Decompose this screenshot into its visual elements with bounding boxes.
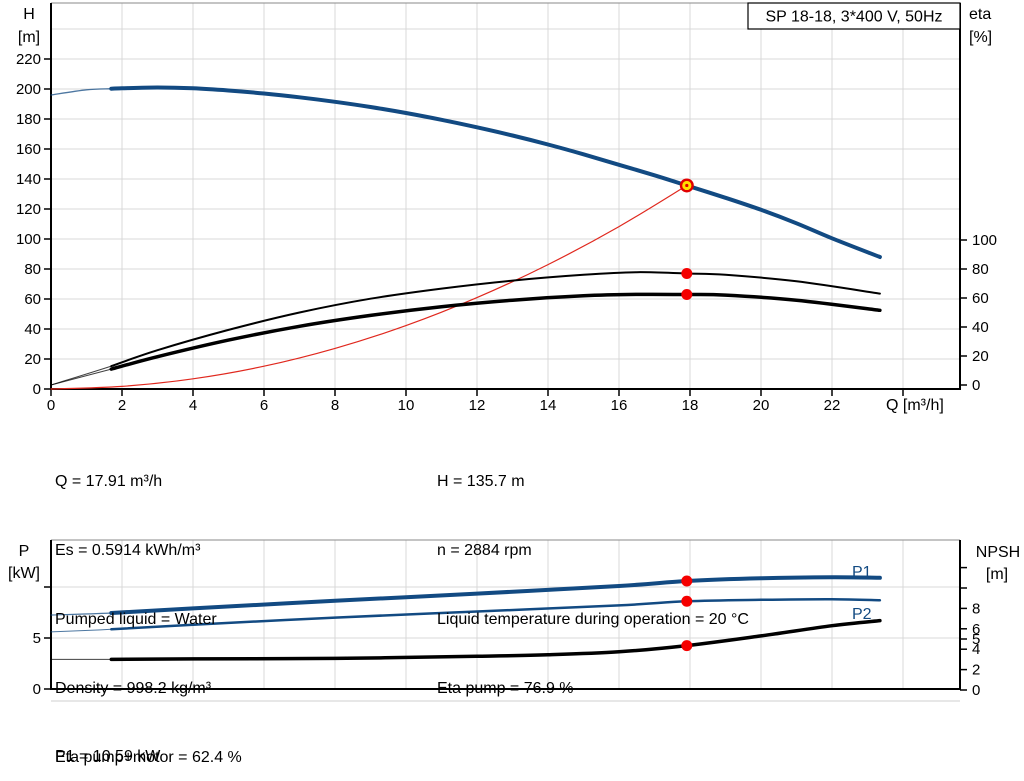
- head-curve-lead: [50, 86, 881, 258]
- pump-model-badge: SP 18-18, 3*400 V, 50Hz: [765, 9, 942, 26]
- npsh-point: [681, 640, 693, 652]
- left-axis-title-line1: P: [19, 543, 30, 560]
- right-tick-label: 20: [972, 348, 989, 365]
- x-tick-label: 14: [540, 397, 557, 414]
- pump-model-badge-box: [747, 2, 961, 30]
- eta-pump-curve: [110, 271, 881, 368]
- x-tick-label: 2: [118, 397, 126, 414]
- right-tick-label: 0: [972, 377, 980, 394]
- x-tick-label: 10: [398, 397, 415, 414]
- left-tick-label: 0: [33, 381, 41, 398]
- left-tick-label: 160: [16, 141, 41, 158]
- right-tick-label: 0: [972, 682, 980, 699]
- p2-curve: [110, 597, 882, 631]
- right-tick-label: 2: [972, 662, 980, 679]
- left-axis-title-line1: H: [23, 6, 35, 23]
- x-tick-label: 12: [469, 397, 486, 414]
- x-tick-label: 22: [824, 397, 841, 414]
- right-axis-title-line1: eta: [969, 6, 991, 23]
- info-line-es: Es = 0.5914 kWh/m³: [55, 542, 201, 559]
- left-tick-label: 220: [16, 51, 41, 68]
- eta-pump-point: [681, 267, 693, 279]
- p1-point: [681, 575, 693, 587]
- left-tick-label: 200: [16, 81, 41, 98]
- info-line-rpm: n = 2884 rpm: [437, 542, 532, 559]
- right-tick-label: 4: [972, 641, 980, 658]
- left-axis-title-line2: [m]: [18, 29, 40, 46]
- right-axis-title-line1: NPSH: [976, 544, 1020, 561]
- right-axis-title-line2: [m]: [986, 566, 1008, 583]
- npsh-curve: [109, 618, 882, 662]
- eta-pump-motor-point: [681, 289, 693, 301]
- info-line-temp: Liquid temperature during operation = 20…: [437, 611, 749, 628]
- info-line-h: H = 135.7 m: [437, 473, 525, 490]
- x-tick-label: 0: [47, 397, 55, 414]
- right-tick-label: 5: [972, 631, 980, 648]
- x-tick-label: 16: [611, 397, 628, 414]
- info-line-density: Density = 998.2 kg/m³: [55, 680, 212, 697]
- right-tick-label: 60: [972, 290, 989, 307]
- right-tick-label: 100: [972, 232, 997, 249]
- x-axis-title: Q [m³/h]: [886, 397, 944, 414]
- x-tick-label: 18: [682, 397, 699, 414]
- p1-curve: [109, 575, 882, 615]
- info-line-q: Q = 17.91 m³/h: [55, 473, 163, 490]
- curve-label-p1: P1: [852, 564, 872, 581]
- right-tick-label: 40: [972, 319, 989, 336]
- eta-pump-motor-curve: [109, 292, 882, 371]
- left-tick-label: 120: [16, 201, 41, 218]
- info-line-eta-total: Eta pump+motor = 62.4 %: [55, 749, 242, 766]
- x-tick-label: 6: [260, 397, 268, 414]
- info-line-eta-pump: Eta pump = 76.9 %: [437, 680, 574, 697]
- left-tick-label: 20: [24, 351, 41, 368]
- operating-point-info-left: Q = 17.91 m³/h Es = 0.5914 kWh/m³ Pumped…: [55, 424, 242, 781]
- x-tick-label: 8: [331, 397, 339, 414]
- power-npsh-info: P1 = 10.59 kW P2 = 8.6 kW NPSH = 4.35 m: [55, 699, 167, 781]
- left-tick-label: 0: [33, 681, 41, 698]
- right-tick-label: 6: [972, 621, 980, 638]
- left-tick-label: 100: [16, 231, 41, 248]
- right-tick-label: 8: [972, 600, 980, 617]
- duty-curve: [50, 184, 688, 390]
- operating-point-info-right: H = 135.7 m n = 2884 rpm Liquid temperat…: [437, 424, 749, 746]
- x-tick-label: 20: [753, 397, 770, 414]
- left-tick-label: 140: [16, 171, 41, 188]
- info-line-liquid: Pumped liquid = Water: [55, 611, 217, 628]
- right-axis-title-line2: [%]: [969, 29, 992, 46]
- curve-label-p2: P2: [852, 606, 872, 623]
- left-tick-label: 180: [16, 111, 41, 128]
- p2-point: [681, 595, 693, 607]
- x-tick-label: 4: [189, 397, 197, 414]
- duty-point-center: [685, 183, 689, 188]
- info-line-p1: P1 = 10.59 kW: [55, 748, 161, 765]
- eta-pump-motor-curve-lead: [50, 293, 881, 386]
- left-tick-label: 5: [33, 630, 41, 647]
- left-axis-title-line2: [kW]: [8, 565, 40, 582]
- left-tick-label: 60: [24, 291, 41, 308]
- head-curve: [109, 85, 882, 259]
- right-tick-label: 80: [972, 261, 989, 278]
- left-tick-label: 40: [24, 321, 41, 338]
- left-tick-label: 80: [24, 261, 41, 278]
